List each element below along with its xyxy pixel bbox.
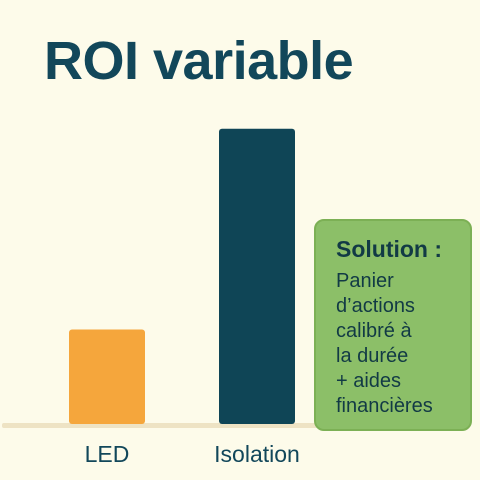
callout-body: Panier d’actions calibré à la durée + ai… [336, 270, 433, 417]
x-tick-label-led: LED [85, 441, 130, 467]
solution-callout: Solution : Panier d’actions calibré à la… [314, 219, 472, 431]
x-axis-baseline [2, 423, 320, 428]
chart-title: ROI variable [44, 31, 354, 91]
callout-title: Solution : [336, 236, 443, 262]
bar-led [69, 329, 145, 424]
x-tick-label-isolation: Isolation [214, 441, 300, 467]
bar-isolation [219, 128, 295, 424]
